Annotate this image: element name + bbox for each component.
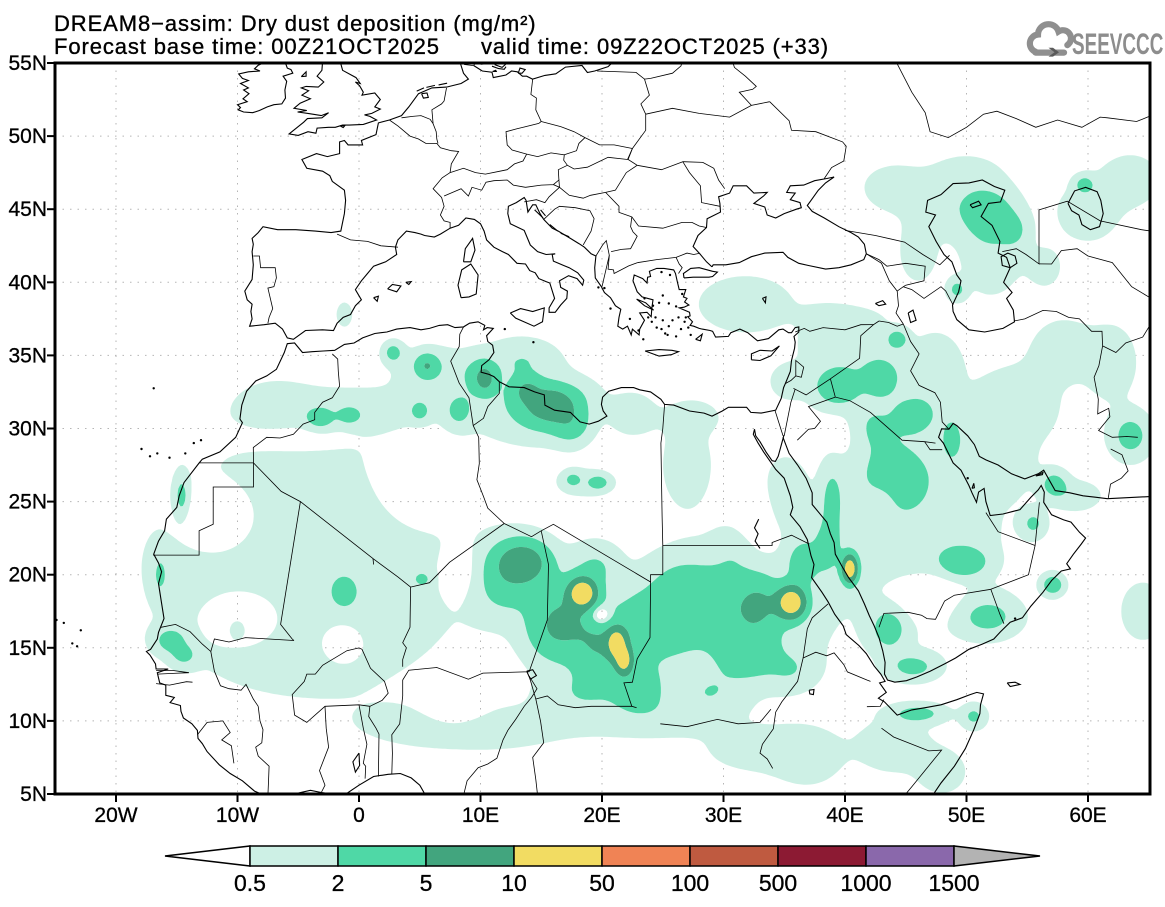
- svg-text:1500: 1500: [928, 870, 979, 896]
- svg-text:30N: 30N: [8, 418, 47, 441]
- svg-text:DREAM8−assim: Dry dust deposit: DREAM8−assim: Dry dust deposition (mg/m²…: [54, 11, 537, 36]
- svg-text:Forecast base time: 00Z21OCT20: Forecast base time: 00Z21OCT2025: [54, 34, 440, 59]
- svg-text:40E: 40E: [826, 804, 863, 827]
- svg-text:40N: 40N: [8, 271, 47, 294]
- svg-text:100: 100: [671, 870, 709, 896]
- svg-text:50N: 50N: [8, 125, 47, 148]
- svg-text:2: 2: [332, 870, 345, 896]
- svg-text:10W: 10W: [216, 804, 259, 827]
- svg-text:valid time: 09Z22OCT2025 (+33): valid time: 09Z22OCT2025 (+33): [481, 34, 829, 59]
- svg-text:500: 500: [759, 870, 797, 896]
- svg-text:50E: 50E: [948, 804, 985, 827]
- svg-text:45N: 45N: [8, 198, 47, 221]
- svg-text:15N: 15N: [8, 637, 47, 660]
- svg-text:30E: 30E: [705, 804, 742, 827]
- svg-text:10N: 10N: [8, 710, 47, 733]
- svg-text:0: 0: [353, 804, 365, 827]
- svg-text:55N: 55N: [8, 52, 47, 75]
- svg-text:10: 10: [501, 870, 527, 896]
- svg-text:20W: 20W: [94, 804, 137, 827]
- svg-text:20E: 20E: [583, 804, 620, 827]
- svg-text:1000: 1000: [840, 870, 891, 896]
- svg-text:35N: 35N: [8, 344, 47, 367]
- svg-text:0.5: 0.5: [234, 870, 266, 896]
- svg-text:50: 50: [589, 870, 615, 896]
- svg-text:20N: 20N: [8, 564, 47, 587]
- svg-text:SEEVCCC: SEEVCCC: [1072, 27, 1163, 61]
- svg-text:5N: 5N: [20, 783, 47, 806]
- svg-text:60E: 60E: [1069, 804, 1106, 827]
- svg-text:10E: 10E: [462, 804, 499, 827]
- svg-text:5: 5: [420, 870, 433, 896]
- svg-text:25N: 25N: [8, 491, 47, 514]
